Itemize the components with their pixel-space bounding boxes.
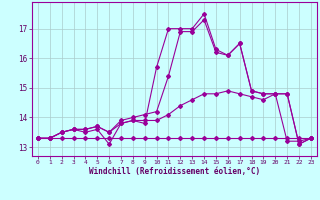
X-axis label: Windchill (Refroidissement éolien,°C): Windchill (Refroidissement éolien,°C): [89, 167, 260, 176]
